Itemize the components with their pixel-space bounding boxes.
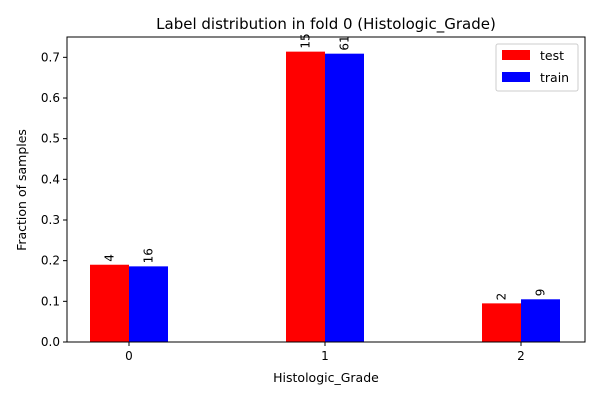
y-tick-label: 0.1 — [41, 294, 60, 308]
y-tick-label: 0.0 — [41, 335, 60, 349]
y-tick-label: 0.4 — [41, 172, 60, 186]
bar-label-train-1: 61 — [338, 35, 352, 50]
bar-label-train-2: 9 — [534, 289, 548, 297]
bar-label-test-2: 2 — [495, 293, 509, 301]
x-axis-label: Histologic_Grade — [273, 370, 379, 385]
legend-swatch-test — [502, 50, 530, 60]
y-axis: 0.0 0.1 0.2 0.3 0.4 0.5 0.6 0.7 — [41, 50, 67, 349]
y-tick-label: 0.5 — [41, 132, 60, 146]
y-tick-label: 0.3 — [41, 213, 60, 227]
y-tick-label: 0.7 — [41, 50, 60, 64]
bar-train-0 — [129, 266, 168, 342]
bar-label-train-0: 16 — [142, 248, 156, 263]
legend-label-test: test — [540, 48, 564, 63]
bar-test-2 — [482, 303, 521, 342]
x-tick-label: 1 — [321, 349, 329, 363]
bar-test-1 — [286, 51, 325, 342]
x-tick-label: 2 — [517, 349, 525, 363]
legend-label-train: train — [540, 70, 569, 85]
x-axis: 0 1 2 — [125, 342, 525, 363]
legend-swatch-train — [502, 72, 530, 82]
y-tick-label: 0.6 — [41, 91, 60, 105]
legend: test train — [495, 43, 579, 92]
bar-test-0 — [90, 264, 129, 342]
bar-train-2 — [521, 299, 560, 342]
bar-train-1 — [325, 53, 364, 342]
bar-label-test-0: 4 — [103, 254, 117, 262]
chart-title: Label distribution in fold 0 (Histologic… — [156, 15, 496, 34]
bar-label-test-1: 15 — [299, 33, 313, 48]
y-axis-label: Fraction of samples — [14, 129, 29, 251]
bars-group — [90, 51, 560, 342]
x-tick-label: 0 — [125, 349, 133, 363]
y-tick-label: 0.2 — [41, 254, 60, 268]
plot-frame — [66, 36, 586, 343]
